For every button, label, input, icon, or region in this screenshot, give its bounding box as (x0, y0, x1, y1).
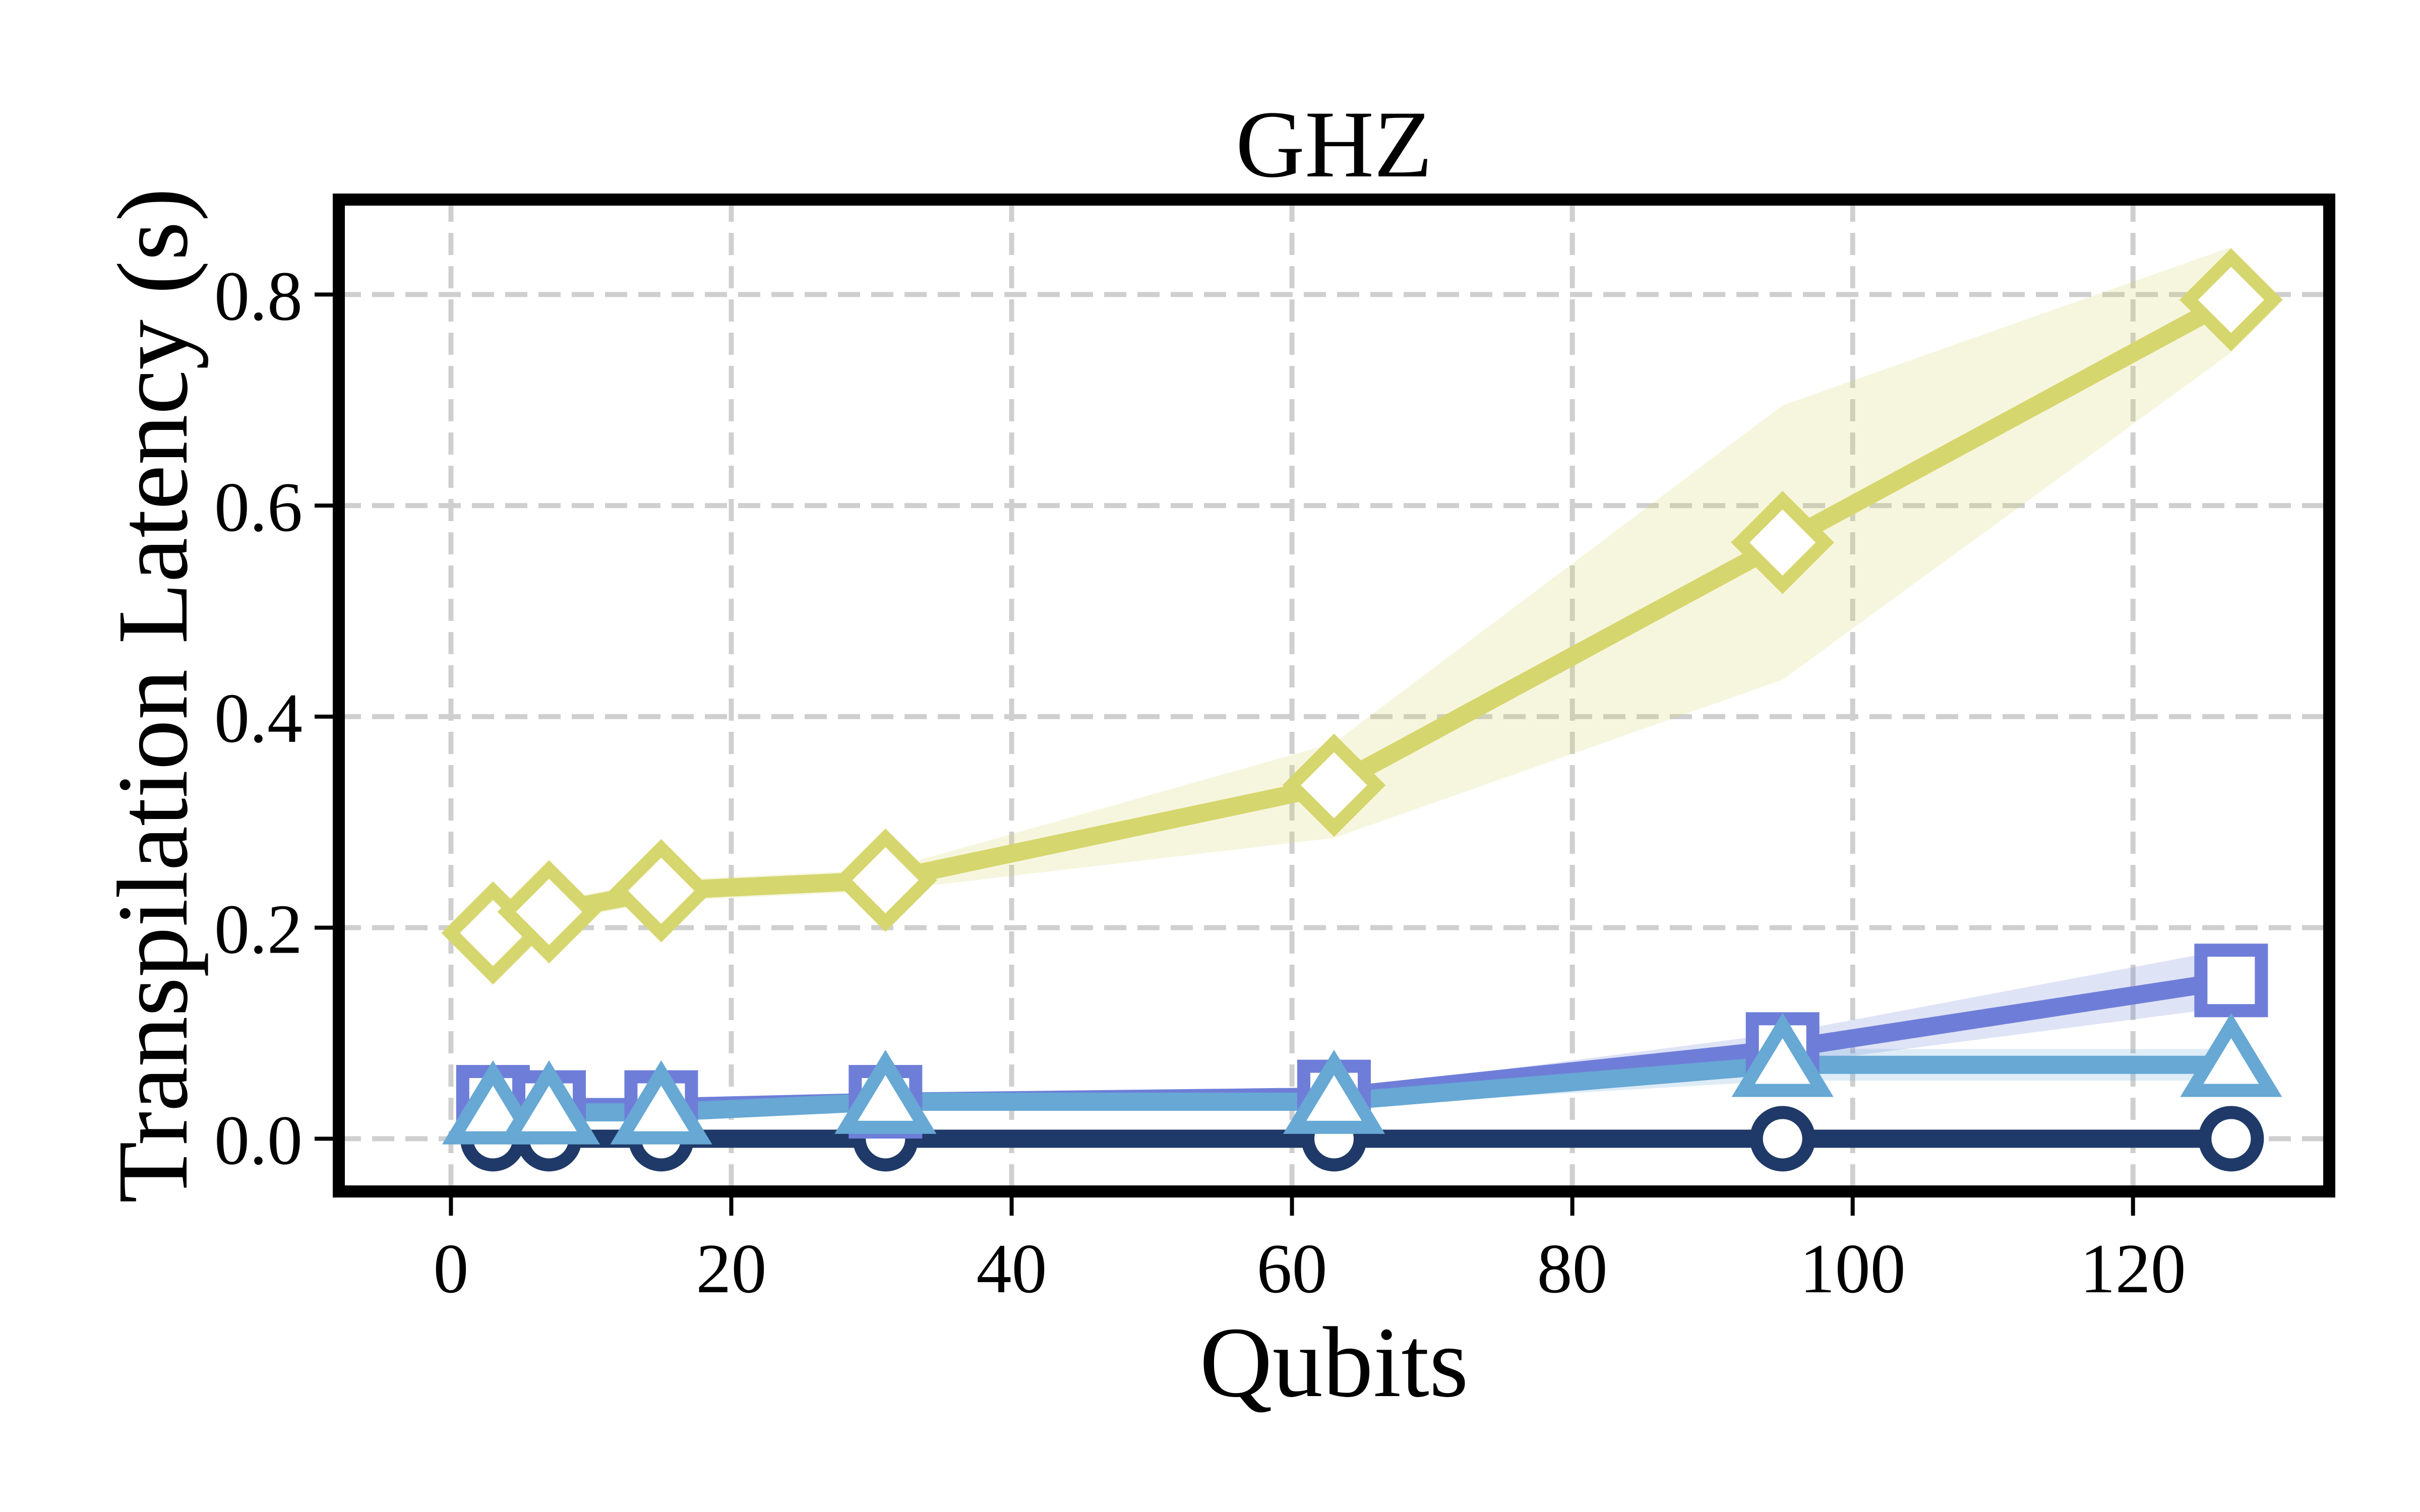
x-axis-title: Qubits (1199, 1307, 1468, 1418)
x-tick-label: 80 (1537, 1230, 1608, 1308)
data-point-triangle (1283, 1049, 1385, 1134)
data-point-diamond (610, 839, 713, 942)
x-tick-label: 60 (1257, 1230, 1327, 1308)
y-tick-label: 0.8 (214, 257, 302, 335)
data-point-diamond (497, 860, 601, 964)
data-point-diamond (1731, 491, 1835, 594)
data-point-triangle (610, 1060, 712, 1145)
x-tick-label: 0 (433, 1230, 468, 1308)
data-point-diamond (1282, 733, 1386, 837)
y-tick-label: 0.6 (214, 468, 302, 546)
x-tick-label: 120 (2080, 1230, 2186, 1308)
x-tick-label: 100 (1800, 1230, 1906, 1308)
x-tick-label: 20 (696, 1230, 766, 1308)
data-point-triangle (498, 1060, 600, 1145)
y-axis-title: Transpilation Latency (s) (97, 188, 209, 1203)
x-axis-ticks: 0 20 40 60 80 100 120 (433, 1198, 2186, 1308)
y-axis-ticks: 0.0 0.2 0.4 0.6 0.8 (214, 257, 333, 1179)
plot-frame (333, 194, 2335, 1198)
data-point-diamond (2179, 248, 2283, 352)
error-band-diamond (493, 247, 2231, 943)
y-tick-label: 0.2 (214, 891, 302, 969)
data-point-circle (2198, 1106, 2264, 1172)
y-tick-label: 0.4 (214, 679, 302, 758)
data-point-diamond (833, 828, 937, 932)
data-point-triangle (834, 1049, 937, 1134)
data-point-square (2194, 943, 2268, 1018)
data-point-triangle (2180, 1013, 2282, 1097)
x-tick-label: 40 (977, 1230, 1047, 1308)
y-tick-label: 0.0 (214, 1101, 302, 1179)
series-markers (441, 248, 2283, 1172)
data-point-triangle (1731, 1013, 1834, 1097)
data-point-circle (1749, 1106, 1816, 1172)
chart-title: GHZ (1236, 92, 1432, 198)
